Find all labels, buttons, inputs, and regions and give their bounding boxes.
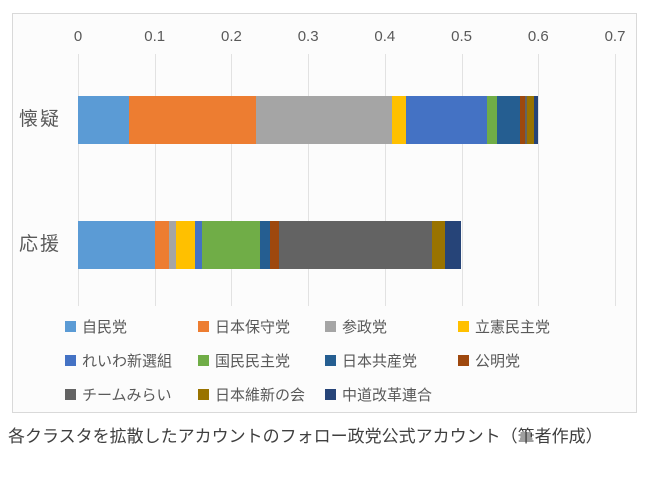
bar-segment [259, 221, 270, 269]
legend-item: 自民党 [65, 316, 198, 336]
legend-swatch [458, 320, 469, 332]
bar-segment [405, 96, 487, 144]
bar-segment [78, 221, 155, 269]
x-tick-label: 0 [73, 28, 83, 45]
legend-label: チームみらい [82, 386, 172, 404]
bar-row [78, 221, 461, 269]
gridline [308, 54, 310, 306]
bar-segment [486, 96, 497, 144]
legend-swatch [325, 354, 336, 366]
bar-segment [519, 96, 526, 144]
gridline [78, 54, 79, 306]
legend-swatch [458, 354, 469, 366]
legend-label: 立憲民主党 [475, 318, 551, 336]
bar-row [78, 96, 539, 144]
legend-item: 日本共産党 [325, 350, 458, 370]
x-tick-label: 0.6 [527, 28, 549, 45]
gridline [461, 54, 463, 306]
bar-segment [444, 221, 461, 269]
bar-segment [432, 221, 445, 269]
bar-segment [194, 221, 203, 269]
legend-item: 日本維新の会 [198, 384, 325, 404]
gridline [231, 54, 233, 306]
legend-swatch [325, 388, 336, 400]
legend-label: れいわ新選組 [82, 352, 173, 370]
bar-segment [391, 96, 406, 144]
legend-item: 参政党 [325, 316, 458, 336]
legend-swatch [65, 388, 76, 400]
legend: 自民党 日本保守党 参政党 立憲民主党れいわ新選組 国民民主党 日本共産党 公明党チームみら… [65, 316, 630, 404]
bar-segment [169, 221, 177, 269]
category-label: 応援 [18, 234, 61, 255]
legend-item: 国民民主党 [198, 350, 325, 370]
bar-segment [278, 221, 433, 269]
bar-segment [176, 221, 195, 269]
legend-item: 中道改革連合 [325, 384, 458, 404]
x-tick-label: 0.2 [220, 28, 242, 45]
legend-swatch [325, 320, 336, 332]
bar-segment [525, 96, 527, 144]
stacked-bar-chart: 0 0.1 0.2 0.3 0.4 0.5 0.6 0.7 懐疑応援 [12, 13, 637, 413]
bar-segment [202, 221, 260, 269]
legend-swatch [198, 320, 209, 332]
category-label: 懐疑 [18, 109, 61, 130]
legend-label: 中道改革連合 [342, 386, 433, 404]
legend-item: 日本保守党 [198, 316, 325, 336]
legend-label: 国民民主党 [215, 352, 291, 370]
x-tick-label: 0.1 [144, 28, 166, 45]
legend-label: 日本保守党 [215, 318, 291, 336]
bar-segment [129, 96, 256, 144]
bar-segment [154, 221, 170, 269]
legend-label: 参政党 [342, 318, 388, 336]
legend-label: 日本維新の会 [215, 386, 306, 404]
legend-item: チームみらい [65, 384, 198, 404]
gridline [154, 54, 156, 306]
bar-segment [78, 96, 130, 144]
legend-label: 公明党 [475, 352, 521, 370]
legend-swatch [198, 354, 209, 366]
bar-segment [496, 96, 520, 144]
legend-item: れいわ新選組 [65, 350, 198, 370]
legend-swatch [65, 320, 76, 332]
legend-swatch [198, 388, 209, 400]
legend-label: 日本共産党 [342, 352, 418, 370]
gridline [538, 54, 540, 306]
x-tick-label: 0.7 [604, 28, 626, 45]
caption: 各クラスタを拡散したアカウントのフォロー政党公式アカウント（筆者作成） [8, 427, 603, 446]
bar-segment [255, 96, 392, 144]
legend-item: 立憲民主党 [458, 316, 630, 336]
legend-label: 自民党 [82, 318, 128, 336]
legend-item: 公明党 [458, 350, 630, 370]
gridline [615, 54, 616, 306]
bar-segment [533, 96, 539, 144]
gridline [384, 54, 386, 306]
x-tick-label: 0.3 [297, 28, 319, 45]
x-tick-label: 0.5 [451, 28, 472, 45]
x-tick-label: 0.4 [374, 28, 396, 45]
bar-segment [526, 96, 534, 144]
legend-swatch [65, 354, 76, 366]
bar-segment [269, 221, 279, 269]
